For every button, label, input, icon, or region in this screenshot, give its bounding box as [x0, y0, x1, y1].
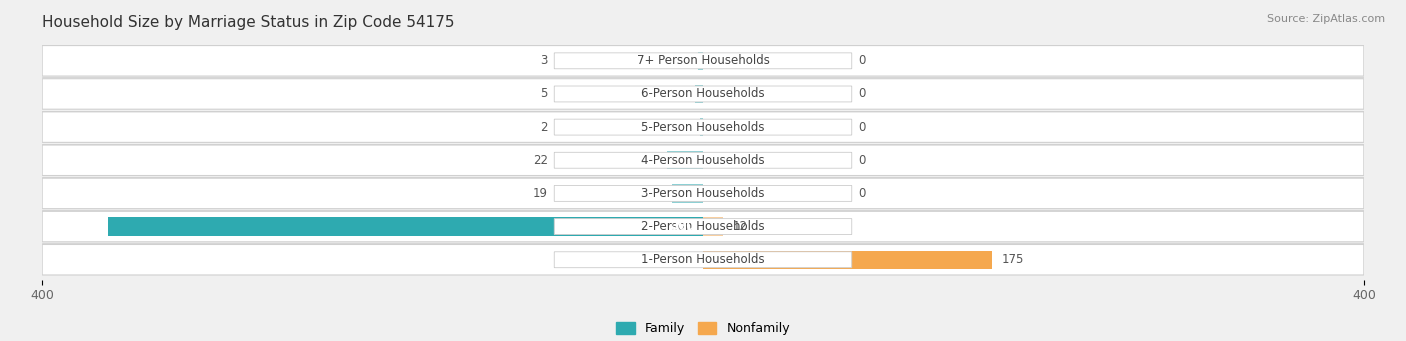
Text: 175: 175	[1002, 253, 1025, 266]
FancyBboxPatch shape	[554, 152, 852, 168]
Text: 19: 19	[533, 187, 548, 200]
Text: 2-Person Households: 2-Person Households	[641, 220, 765, 233]
Text: 12: 12	[733, 220, 748, 233]
FancyBboxPatch shape	[554, 86, 852, 102]
FancyBboxPatch shape	[42, 211, 1364, 242]
Text: 6-Person Households: 6-Person Households	[641, 87, 765, 101]
FancyBboxPatch shape	[554, 186, 852, 202]
FancyBboxPatch shape	[42, 46, 1364, 76]
Text: 0: 0	[858, 54, 866, 67]
FancyBboxPatch shape	[554, 219, 852, 235]
Text: 5: 5	[540, 87, 548, 101]
Text: 2: 2	[540, 121, 548, 134]
Bar	[703, 251, 993, 269]
Text: 0: 0	[858, 154, 866, 167]
Bar	[703, 218, 723, 236]
Text: 22: 22	[533, 154, 548, 167]
Text: 0: 0	[858, 121, 866, 134]
Bar	[700, 118, 703, 136]
FancyBboxPatch shape	[42, 112, 1364, 143]
FancyBboxPatch shape	[42, 178, 1364, 209]
Bar	[695, 85, 703, 103]
Text: 7+ Person Households: 7+ Person Households	[637, 54, 769, 67]
Bar	[666, 151, 703, 169]
Text: 3-Person Households: 3-Person Households	[641, 187, 765, 200]
Text: Household Size by Marriage Status in Zip Code 54175: Household Size by Marriage Status in Zip…	[42, 15, 454, 30]
Text: 3: 3	[540, 54, 548, 67]
FancyBboxPatch shape	[42, 79, 1364, 109]
Text: 5-Person Households: 5-Person Households	[641, 121, 765, 134]
Text: 360: 360	[669, 220, 695, 233]
Legend: Family, Nonfamily: Family, Nonfamily	[612, 317, 794, 340]
FancyBboxPatch shape	[554, 53, 852, 69]
Text: 4-Person Households: 4-Person Households	[641, 154, 765, 167]
FancyBboxPatch shape	[554, 252, 852, 268]
FancyBboxPatch shape	[554, 119, 852, 135]
Text: 1-Person Households: 1-Person Households	[641, 253, 765, 266]
FancyBboxPatch shape	[42, 244, 1364, 275]
Bar	[697, 52, 703, 70]
Bar	[108, 218, 703, 236]
Bar	[672, 184, 703, 203]
Text: Source: ZipAtlas.com: Source: ZipAtlas.com	[1267, 14, 1385, 24]
Text: 0: 0	[858, 187, 866, 200]
Text: 0: 0	[858, 87, 866, 101]
FancyBboxPatch shape	[42, 145, 1364, 176]
